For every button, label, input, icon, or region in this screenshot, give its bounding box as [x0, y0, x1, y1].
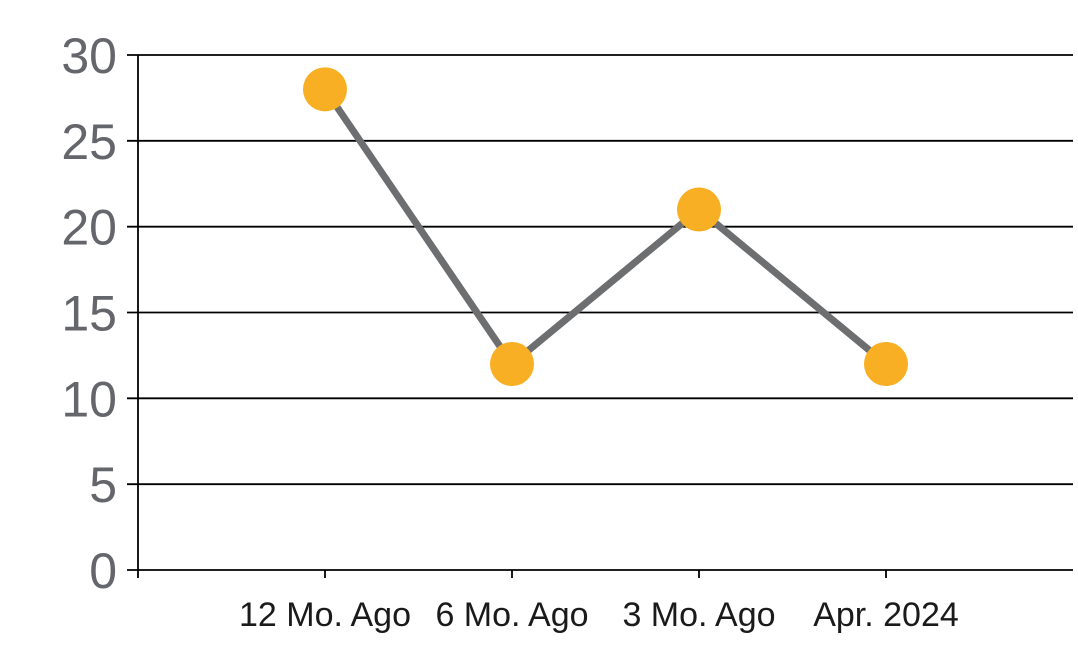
data-point-marker	[490, 342, 534, 386]
y-tick-label: 0	[89, 543, 117, 599]
x-tick-label: 3 Mo. Ago	[622, 596, 775, 634]
y-tick-label: 10	[61, 371, 117, 427]
y-tick-label: 5	[89, 457, 117, 513]
y-tick-label: 15	[61, 286, 117, 342]
data-line	[321, 85, 890, 368]
data-point-marker	[864, 342, 908, 386]
data-point-marker	[677, 187, 721, 232]
y-tick-label: 20	[61, 200, 117, 256]
y-tick-label: 30	[61, 28, 117, 84]
y-tick-label: 25	[61, 114, 117, 170]
x-tick-label: 12 Mo. Ago	[239, 596, 411, 634]
x-tick-label: 6 Mo. Ago	[435, 596, 588, 634]
x-tick-label: Apr. 2024	[813, 596, 959, 634]
data-point-marker	[303, 67, 347, 112]
